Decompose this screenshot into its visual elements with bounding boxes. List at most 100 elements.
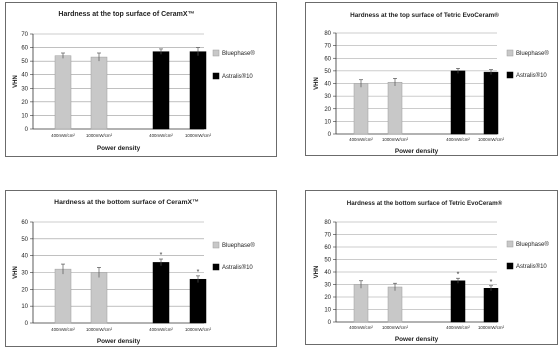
chart-title: Hardness at the bottom surface of Tetric… — [347, 200, 503, 207]
y-tick-label: 40 — [21, 254, 28, 260]
y-tick-label: 70 — [21, 32, 28, 38]
bar — [152, 51, 170, 130]
legend-label: Bluephase® — [516, 241, 549, 248]
x-axis-label: Power density — [395, 336, 439, 343]
chart-svg: Hardness at the bottom surface of CeramX… — [13, 199, 255, 345]
chart-panel-bottom-ceramx: Hardness at the bottom surface of CeramX… — [5, 190, 277, 347]
y-tick-label: 80 — [324, 220, 331, 226]
bar — [450, 280, 466, 323]
y-tick-label: 50 — [21, 237, 28, 243]
bar — [483, 71, 499, 135]
legend-swatch — [212, 241, 220, 249]
y-tick-label: 40 — [324, 82, 331, 88]
significance-marker: * — [197, 269, 200, 276]
y-tick-label: 0 — [328, 320, 332, 326]
y-tick-label: 0 — [25, 127, 29, 133]
chart-title: Hardness at the top surface of CeramX™ — [58, 11, 194, 18]
legend-label: Bluephase® — [516, 50, 549, 57]
y-tick-label: 30 — [21, 271, 28, 277]
y-axis-label: VHN — [13, 266, 19, 279]
y-tick-label: 10 — [21, 304, 28, 310]
legend-swatch — [506, 49, 514, 57]
x-tick-label: 400mW/cm² — [51, 133, 75, 138]
x-axis-label: Power density — [97, 145, 141, 152]
bar — [353, 83, 369, 135]
legend-swatch — [212, 72, 220, 80]
x-tick-label: 1000mW/cm² — [86, 133, 113, 138]
legend-swatch — [506, 240, 514, 248]
y-tick-label: 10 — [324, 308, 331, 314]
bar — [189, 278, 207, 324]
y-tick-label: 60 — [21, 46, 28, 52]
x-tick-label: 400mW/cm² — [149, 133, 173, 138]
legend-swatch — [506, 262, 514, 270]
y-tick-label: 20 — [324, 295, 331, 301]
x-tick-label: 1000mW/cm² — [382, 325, 409, 330]
legend-swatch — [506, 71, 514, 79]
y-axis-label: VHN — [314, 266, 320, 279]
bar — [450, 70, 466, 135]
x-tick-label: 1000mW/cm² — [185, 327, 212, 332]
x-tick-label: 1000mW/cm² — [382, 137, 409, 142]
x-tick-label: 1000mW/cm² — [185, 133, 212, 138]
y-tick-label: 20 — [21, 100, 28, 106]
x-tick-label: 1000mW/cm² — [478, 137, 505, 142]
chart-svg: Hardness at the top surface of Tetric Ev… — [314, 11, 549, 155]
x-axis-label: Power density — [395, 148, 439, 155]
x-tick-label: 1000mW/cm² — [478, 325, 505, 330]
y-tick-label: 60 — [324, 245, 331, 251]
y-tick-label: 10 — [21, 113, 28, 119]
bar — [54, 268, 72, 324]
chart-title: Hardness at the top surface of Tetric Ev… — [350, 11, 499, 19]
legend-label: Astralis®10 — [222, 264, 253, 271]
y-axis-label: VHN — [314, 77, 320, 90]
chart-svg: Hardness at the bottom surface of Tetric… — [314, 200, 549, 343]
x-tick-label: 400mW/cm² — [446, 325, 470, 330]
bar — [54, 55, 72, 130]
legend-label: Astralis®10 — [516, 72, 547, 79]
bar — [189, 51, 207, 130]
bar — [353, 284, 369, 323]
x-tick-label: 400mW/cm² — [349, 137, 373, 142]
y-tick-label: 10 — [324, 119, 331, 125]
bar — [90, 272, 108, 324]
y-tick-label: 20 — [324, 107, 331, 113]
bar — [387, 81, 403, 135]
y-tick-label: 50 — [21, 59, 28, 65]
legend-label: Bluephase® — [222, 50, 255, 57]
y-axis-label: VHN — [13, 75, 19, 88]
significance-marker: * — [457, 271, 460, 278]
x-tick-label: 400mW/cm² — [349, 325, 373, 330]
significance-marker: * — [160, 252, 163, 259]
legend-swatch — [212, 49, 220, 57]
y-tick-label: 0 — [25, 321, 29, 327]
x-tick-label: 400mW/cm² — [51, 327, 75, 332]
chart-panel-top-tetric: Hardness at the top surface of Tetric Ev… — [305, 2, 558, 156]
bar — [90, 56, 108, 130]
chart-panel-bottom-tetric: Hardness at the bottom surface of Tetric… — [305, 190, 558, 345]
y-tick-label: 30 — [21, 86, 28, 92]
significance-marker: * — [490, 279, 493, 286]
chart-title: Hardness at the bottom surface of CeramX… — [54, 199, 199, 206]
y-tick-label: 80 — [324, 31, 331, 37]
y-tick-label: 30 — [324, 94, 331, 100]
y-tick-label: 0 — [328, 132, 332, 138]
bar — [483, 288, 499, 323]
y-tick-label: 40 — [324, 270, 331, 276]
y-tick-label: 50 — [324, 258, 331, 264]
bar — [387, 286, 403, 323]
x-tick-label: 400mW/cm² — [149, 327, 173, 332]
y-tick-label: 30 — [324, 283, 331, 289]
x-axis-label: Power density — [97, 338, 141, 345]
y-tick-label: 70 — [324, 44, 331, 50]
y-tick-label: 40 — [21, 73, 28, 79]
y-tick-label: 60 — [324, 56, 331, 62]
y-tick-label: 20 — [21, 287, 28, 293]
x-tick-label: 400mW/cm² — [446, 137, 470, 142]
chart-svg: Hardness at the top surface of CeramX™ 0 1… — [13, 11, 255, 152]
y-tick-label: 50 — [324, 69, 331, 75]
legend-swatch — [212, 263, 220, 271]
bar — [152, 262, 170, 324]
legend-label: Astralis®10 — [222, 73, 253, 80]
y-tick-label: 60 — [21, 220, 28, 226]
